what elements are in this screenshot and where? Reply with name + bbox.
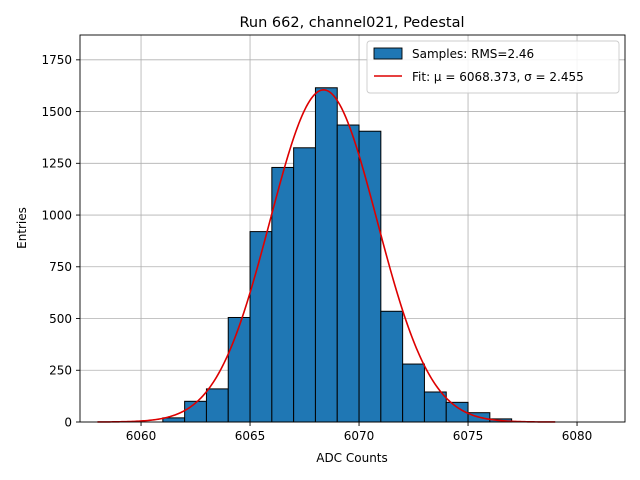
y-tick-label: 0 bbox=[64, 415, 72, 429]
legend-histogram-label: Samples: RMS=2.46 bbox=[412, 47, 534, 61]
histogram-bar bbox=[162, 417, 186, 423]
y-axis-ticks: 0 250 500 750 1000 1250 1500 1750 bbox=[41, 53, 80, 429]
x-axis-ticks: 6060 6065 6070 6075 6080 bbox=[126, 422, 593, 443]
plot-frame bbox=[79, 34, 626, 423]
histogram-bar bbox=[358, 130, 382, 423]
legend-histogram-swatch bbox=[373, 47, 403, 60]
y-tick-label: 1500 bbox=[41, 105, 72, 119]
histogram-bar bbox=[402, 363, 425, 423]
chart-title: Run 662, channel021, Pedestal bbox=[239, 15, 464, 31]
x-tick-label: 6065 bbox=[235, 429, 266, 443]
x-tick-label: 6075 bbox=[453, 429, 484, 443]
histogram-bar bbox=[205, 388, 229, 423]
legend-box bbox=[366, 40, 620, 94]
histogram-bar bbox=[271, 166, 295, 423]
histogram-bar bbox=[423, 391, 447, 423]
histogram-bar bbox=[227, 316, 251, 423]
histogram-bar bbox=[314, 87, 338, 423]
legend: Samples: RMS=2.46 Fit: μ = 6068.373, σ =… bbox=[366, 40, 620, 94]
histogram-bar bbox=[336, 124, 360, 423]
y-tick-label: 1250 bbox=[41, 157, 72, 171]
histogram-bar bbox=[184, 400, 207, 423]
histogram-bar bbox=[249, 231, 273, 423]
x-tick-label: 6080 bbox=[562, 429, 593, 443]
y-tick-label: 750 bbox=[49, 260, 72, 274]
y-tick-label: 1000 bbox=[41, 208, 72, 222]
x-tick-label: 6060 bbox=[126, 429, 157, 443]
y-tick-label: 250 bbox=[49, 364, 72, 378]
histogram-bars bbox=[162, 87, 513, 423]
x-axis-label: ADC Counts bbox=[316, 451, 388, 465]
histogram-bar bbox=[293, 147, 316, 423]
legend-fit-label: Fit: μ = 6068.373, σ = 2.455 bbox=[412, 70, 584, 84]
y-axis-label: Entries bbox=[15, 207, 29, 249]
fit-curve bbox=[97, 89, 556, 423]
y-tick-label: 1750 bbox=[41, 53, 72, 67]
y-tick-label: 500 bbox=[49, 312, 72, 326]
histogram-bar bbox=[380, 310, 404, 423]
x-tick-label: 6070 bbox=[344, 429, 375, 443]
